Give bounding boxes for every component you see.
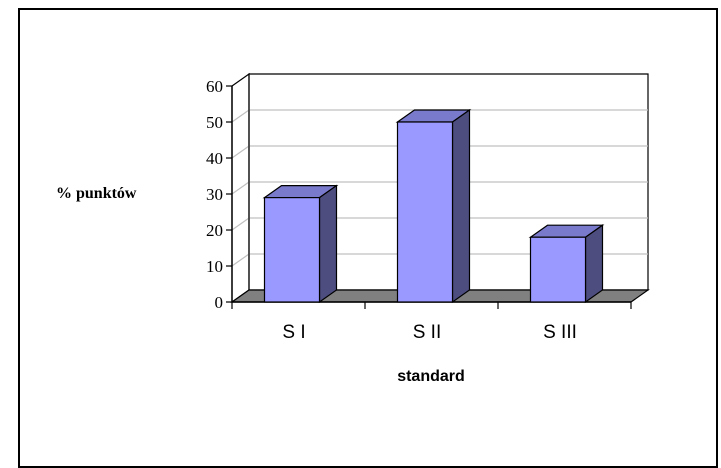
gridline-side <box>231 253 250 267</box>
gridline-side <box>231 109 250 123</box>
x-tick-label: S III <box>543 322 577 343</box>
x-tick-label: S I <box>282 322 305 343</box>
bar-front <box>263 197 321 303</box>
gridline-side <box>231 181 250 195</box>
y-tick-label: 20 <box>206 221 223 240</box>
bar-front <box>396 121 454 303</box>
bar-side <box>584 224 604 304</box>
y-tick-label: 60 <box>206 77 223 96</box>
bar <box>528 224 605 304</box>
gridline-side <box>231 145 250 159</box>
y-tick-label: 10 <box>206 257 223 276</box>
y-axis-label: % punktów <box>56 185 137 202</box>
y-tick-label: 30 <box>206 185 223 204</box>
gridline-side <box>231 217 250 231</box>
plot-area: 0 10 20 30 40 50 60 S I S II S III <box>206 72 650 343</box>
bar <box>395 108 472 304</box>
y-tick-label: 50 <box>206 113 223 132</box>
y-tick-label: 40 <box>206 149 223 168</box>
y-tick-label: 0 <box>215 293 224 312</box>
x-axis-label: standard <box>397 368 465 385</box>
bar-side <box>318 184 338 304</box>
bar <box>262 184 339 304</box>
bar-front <box>529 236 587 303</box>
bar-side <box>451 108 471 304</box>
x-tick-label: S II <box>413 322 442 343</box>
